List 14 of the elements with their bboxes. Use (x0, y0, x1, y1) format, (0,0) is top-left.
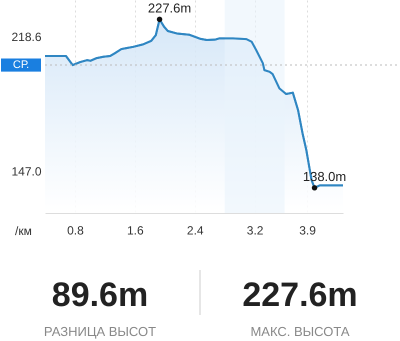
x-axis-title: /км (15, 224, 32, 238)
ref-line-label: СР. (12, 59, 30, 72)
x-tick-label: 3.2 (246, 224, 264, 238)
y-tick-label: 147.0 (12, 164, 42, 178)
text: 227.6m (242, 276, 358, 314)
x-tick-label: 3.9 (299, 224, 316, 238)
text: РАЗНИЦА ВЫСОТ (44, 324, 156, 339)
x-tick-label: 2.4 (186, 224, 204, 238)
x-tick-label: 1.6 (127, 224, 144, 238)
text: 89.6m (52, 276, 148, 314)
x-tick-label: 0.8 (67, 224, 84, 238)
text: МАКС. ВЫСОТА (250, 324, 350, 339)
annotation: 227.6m (148, 0, 192, 16)
y-tick-label: 218.6 (12, 30, 42, 44)
